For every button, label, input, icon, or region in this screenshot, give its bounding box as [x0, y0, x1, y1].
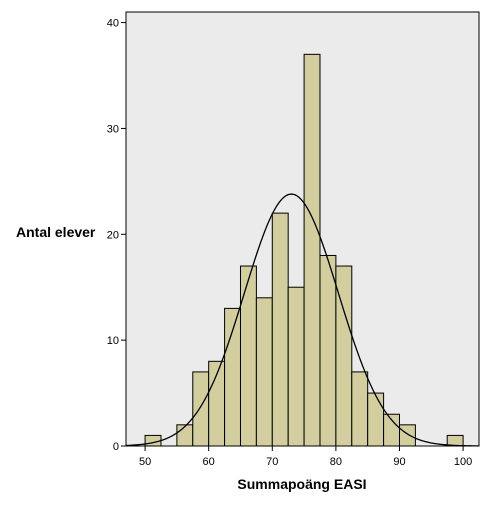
y-tick-label: 0 [113, 441, 119, 453]
x-tick-label: 70 [266, 456, 278, 468]
y-axis: 0 10 20 30 40 [107, 18, 126, 453]
y-tick-label: 10 [107, 335, 119, 347]
histogram-bar [446, 434, 464, 447]
histogram-bar [239, 265, 257, 447]
x-tick-label: 60 [203, 456, 215, 468]
x-tick-label: 50 [139, 456, 151, 468]
normal-curve [125, 193, 480, 447]
histogram-bar [319, 254, 337, 447]
histogram-bar [192, 371, 210, 447]
histogram-bar [176, 424, 194, 447]
y-tick-label: 40 [107, 18, 119, 30]
y-tick-label: 20 [107, 229, 119, 241]
histogram-bar [303, 53, 321, 447]
y-tick-label: 30 [107, 123, 119, 135]
plot-frame [125, 11, 480, 447]
histogram-bar [398, 424, 416, 447]
y-axis-title: Antal elever [16, 224, 96, 240]
histogram-bar [287, 286, 305, 447]
histogram-bar [271, 212, 289, 447]
histogram-bar [351, 371, 369, 447]
x-tick-label: 90 [393, 456, 405, 468]
x-axis-title: Summapoäng EASI [237, 476, 366, 492]
histogram-bar [367, 392, 385, 447]
x-tick-label: 100 [454, 456, 472, 468]
x-tick-label: 80 [330, 456, 342, 468]
x-axis: 50 60 70 80 90 100 [139, 446, 472, 468]
histogram-bar [255, 297, 273, 447]
